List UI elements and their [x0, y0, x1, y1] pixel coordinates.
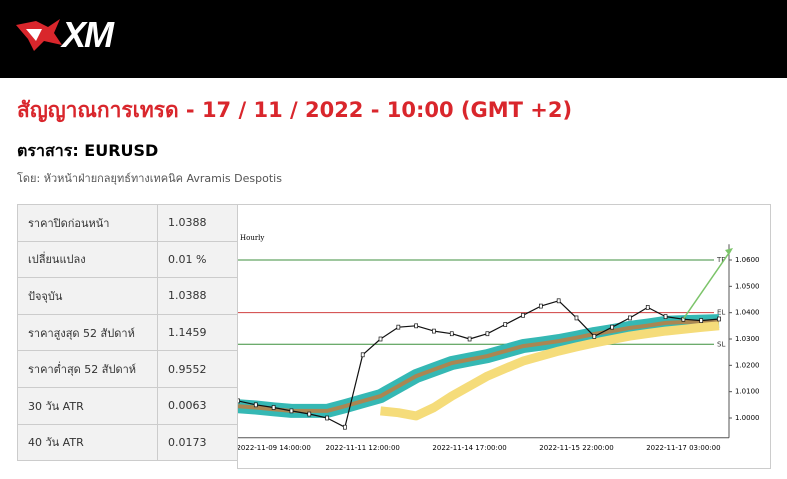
candle — [592, 334, 597, 339]
table-row: ราคาต่ำสุด 52 สัปดาห์ 0.9552 — [17, 350, 238, 388]
cell-value: 0.0173 — [157, 423, 238, 462]
candle — [414, 323, 418, 329]
candle — [610, 324, 614, 330]
x-tick-label: 2022-11-15 22:00:00 — [539, 444, 613, 452]
instrument: ตราสาร: EURUSD — [17, 141, 159, 160]
candle — [271, 405, 276, 410]
table-row: 40 วัน ATR 0.0173 — [17, 423, 238, 462]
candle — [645, 305, 650, 310]
level-label: TP — [716, 256, 726, 264]
candle — [717, 316, 721, 322]
candle — [289, 408, 294, 414]
candle — [503, 322, 508, 327]
header: XM — [0, 0, 787, 78]
y-tick-label: 1.0500 — [735, 282, 760, 290]
cell-label: ราคาต่ำสุด 52 สัปดาห์ — [17, 350, 158, 388]
candle — [467, 336, 472, 342]
logo[interactable]: XM — [62, 14, 114, 55]
candle — [699, 318, 704, 323]
author: โดย: หัวหน้าฝ่ายกลยุทธ์ทางเทคนิค Avramis… — [17, 172, 282, 185]
candle — [307, 411, 312, 417]
y-tick-label: 1.0400 — [735, 309, 760, 317]
cell-value: 1.0388 — [157, 277, 238, 315]
cell-label: ปัจจุบัน — [17, 277, 158, 315]
cell-value: 0.0063 — [157, 386, 238, 425]
cell-value: 1.1459 — [157, 313, 238, 352]
candle — [343, 424, 347, 430]
arrow-head — [725, 248, 733, 255]
candle — [325, 415, 329, 421]
candle — [449, 331, 454, 337]
table-row: เปลี่ยนแปลง 0.01 % — [17, 240, 238, 279]
y-tick-label: 1.0000 — [735, 414, 760, 422]
table-row: ราคาสูงสุด 52 สัปดาห์ 1.1459 — [17, 313, 238, 352]
x-tick-label: 2022-11-14 17:00:00 — [432, 444, 506, 452]
candle — [681, 316, 686, 322]
cell-label: เปลี่ยนแปลง — [17, 240, 158, 279]
x-tick-label: 2022-11-17 03:00:00 — [646, 444, 720, 452]
candle — [485, 331, 490, 337]
series-line — [380, 321, 720, 421]
candle — [574, 315, 579, 321]
y-tick-label: 1.0100 — [735, 388, 760, 396]
y-tick-label: 1.0200 — [735, 361, 760, 369]
cell-label: ราคาสูงสุด 52 สัปดาห์ — [17, 313, 158, 352]
chart-title: Hourly — [240, 234, 264, 242]
series-edge — [238, 319, 720, 413]
chart: Hourly 1.0000 1.0100 1.0200 1.0300 1.0400 1.0… — [237, 204, 771, 469]
candle — [521, 312, 525, 318]
target-arrow — [682, 249, 732, 320]
x-tick-label: 2022-11-11 12:00:00 — [326, 444, 400, 452]
table-row: ราคาปิดก่อนหน้า 1.0388 — [17, 204, 238, 242]
candle — [628, 315, 632, 321]
cell-label: 30 วัน ATR — [17, 386, 158, 425]
series-line — [238, 300, 720, 428]
table-row: ปัจจุบัน 1.0388 — [17, 277, 238, 315]
candle — [663, 314, 668, 319]
level-label: SL — [717, 340, 725, 348]
candle — [238, 398, 240, 404]
cell-value: 0.01 % — [157, 240, 238, 279]
candle — [378, 336, 383, 342]
cell-value: 0.9552 — [157, 350, 238, 388]
candle — [253, 402, 258, 408]
y-tick-label: 1.0600 — [735, 256, 760, 264]
title: สัญญาณการเทรด - 17 / 11 / 2022 - 10:00 (… — [17, 98, 573, 122]
logo-mark — [16, 19, 62, 51]
cell-label: 40 วัน ATR — [17, 423, 158, 462]
candle — [539, 303, 543, 309]
cell-label: ราคาปิดก่อนหน้า — [17, 204, 158, 242]
cell-value: 1.0388 — [157, 204, 238, 242]
candle — [556, 298, 561, 304]
candle — [432, 328, 436, 334]
candle — [396, 324, 401, 330]
y-tick-label: 1.0300 — [735, 335, 760, 343]
x-tick-label: 2022-11-09 14:00:00 — [237, 444, 311, 452]
stats-table: ราคาปิดก่อนหน้า 1.0388 เปลี่ยนแปลง 0.01 % ปั… — [17, 204, 238, 462]
table-row: 30 วัน ATR 0.0063 — [17, 386, 238, 425]
level-label: EL — [717, 309, 725, 317]
candle — [360, 352, 365, 358]
